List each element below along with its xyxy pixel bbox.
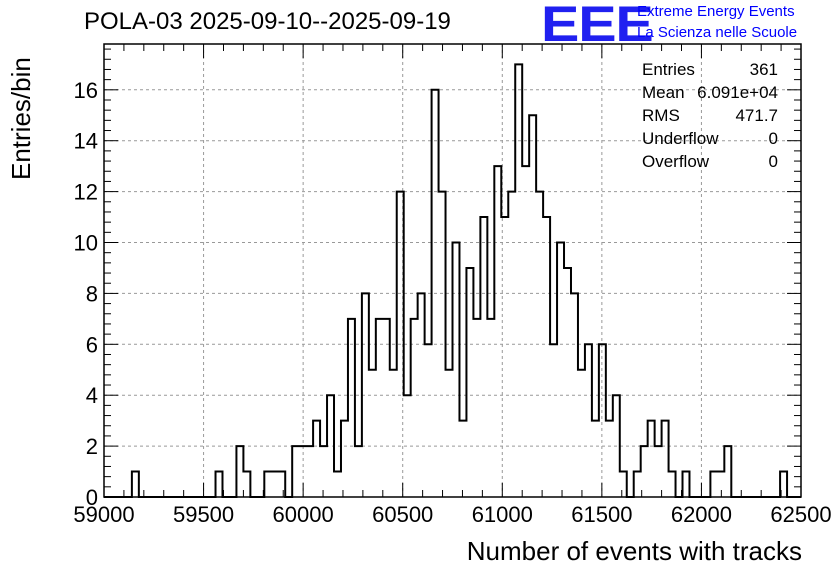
y-tick-label: 10 — [74, 231, 98, 256]
y-tick-label: 0 — [86, 485, 98, 510]
logo-line-1: Extreme Energy Events — [637, 3, 795, 20]
stats-row-entries: Entries 361 — [642, 60, 778, 83]
stats-value: 0 — [768, 129, 778, 148]
stats-label: Entries — [642, 60, 695, 79]
stats-row-overflow: Overflow 0 — [642, 152, 778, 175]
y-axis-label: Entries/bin — [6, 57, 36, 180]
y-tick-label: 4 — [86, 383, 98, 408]
chart-title: POLA-03 2025-09-10--2025-09-19 — [84, 8, 451, 35]
x-tick-label: 61000 — [472, 502, 533, 527]
x-tick-label: 59500 — [173, 502, 234, 527]
y-tick-label: 16 — [74, 78, 98, 103]
x-tick-label: 62500 — [770, 502, 831, 527]
y-tick-label: 12 — [74, 180, 98, 205]
y-tick-label: 8 — [86, 281, 98, 306]
x-tick-label: 62000 — [671, 502, 732, 527]
plot-frame — [103, 43, 802, 498]
stats-value: 6.091e+04 — [697, 83, 778, 102]
y-tick-label: 6 — [86, 332, 98, 357]
stats-value: 361 — [749, 60, 778, 79]
stats-label: Mean — [642, 83, 685, 102]
x-tick-label: 61500 — [571, 502, 632, 527]
eee-logo: EEE — [541, 0, 654, 52]
stats-row-underflow: Underflow 0 — [642, 129, 778, 152]
stats-label: Overflow — [642, 152, 710, 171]
stats-row-mean: Mean 6.091e+04 — [642, 83, 778, 106]
stats-label: RMS — [642, 106, 680, 125]
stats-value: 0 — [768, 152, 778, 171]
x-tick-label: 59000 — [73, 502, 134, 527]
stats-value: 471.7 — [735, 106, 778, 125]
x-tick-label: 60000 — [273, 502, 334, 527]
x-tick-label: 60500 — [372, 502, 433, 527]
logo-line-2: La Scienza nelle Scuole — [637, 24, 798, 41]
stats-label: Underflow — [642, 129, 719, 148]
stats-row-rms: RMS 471.7 — [642, 106, 778, 129]
y-tick-label: 14 — [74, 129, 98, 154]
y-tick-label: 2 — [86, 434, 98, 459]
x-axis-label: Number of events with tracks — [466, 536, 802, 566]
stats-box: Entries 361 Mean 6.091e+04 RMS 471.7 Und… — [642, 60, 778, 175]
